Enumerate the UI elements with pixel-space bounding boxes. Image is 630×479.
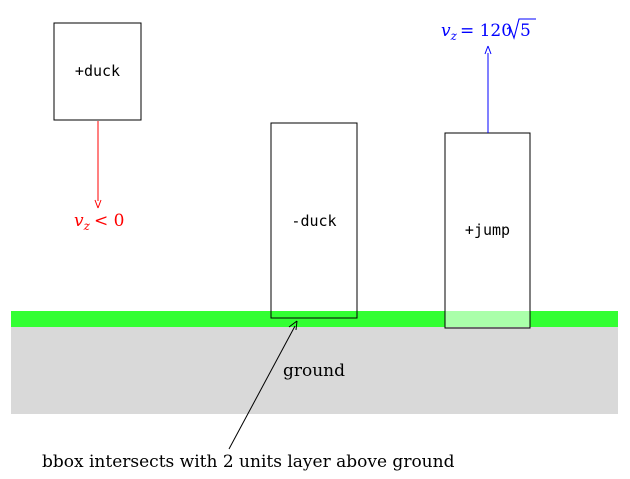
velocity-up-arrowhead-icon xyxy=(484,45,492,55)
ground-label: ground xyxy=(283,361,345,381)
annotation-arrow xyxy=(228,320,298,450)
velocity-down-arrowhead-icon xyxy=(94,199,102,209)
velocity-up-radicand: 5 xyxy=(520,21,531,41)
velocity-down-subscript: z xyxy=(83,219,91,233)
velocity-down-relation: < 0 xyxy=(94,211,124,231)
velocity-up-label: vz = 120 xyxy=(441,21,512,43)
layer-overlap-highlight xyxy=(445,311,530,327)
duck-plus-box: +duck xyxy=(53,22,142,121)
ground-area xyxy=(11,327,618,414)
jump-plus-box: +jump xyxy=(444,132,531,329)
velocity-up-subscript: z xyxy=(450,29,458,43)
annotation-arrowhead-icon xyxy=(288,320,298,331)
velocity-up-sqrt-sign-icon xyxy=(506,18,536,40)
duck-minus-label: -duck xyxy=(291,212,336,230)
velocity-up-label-group: vz = 120 5 xyxy=(441,18,536,43)
duck-plus-label: +duck xyxy=(75,62,120,80)
velocity-up-relation: = 120 xyxy=(460,21,512,41)
annotation-arrow-line xyxy=(228,325,296,450)
duck-minus-box: -duck xyxy=(270,122,358,319)
velocity-up-arrow xyxy=(484,45,492,133)
velocity-down-arrow xyxy=(94,121,102,209)
velocity-down-symbol: v xyxy=(74,211,84,231)
bbox-note-label: bbox intersects with 2 units layer above… xyxy=(42,452,455,472)
duck-plus-rect xyxy=(53,22,142,121)
duck-minus-rect xyxy=(270,122,358,319)
velocity-up-symbol: v xyxy=(441,21,451,41)
velocity-down-label: vz < 0 xyxy=(74,211,124,233)
jump-plus-label: +jump xyxy=(465,221,510,239)
